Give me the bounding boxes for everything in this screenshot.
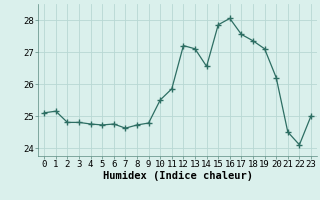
X-axis label: Humidex (Indice chaleur): Humidex (Indice chaleur) — [103, 171, 252, 181]
